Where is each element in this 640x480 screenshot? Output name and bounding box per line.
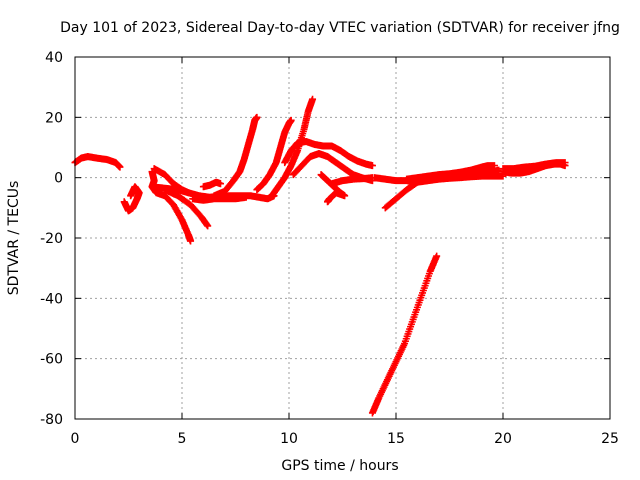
y-tick-label: -20 (40, 231, 63, 247)
data-point-markers (189, 193, 250, 204)
data-point-markers (281, 137, 376, 170)
series-arc11 (268, 95, 317, 200)
axis-ticks (74, 56, 611, 420)
series-arc9 (210, 113, 261, 200)
data-point-markers (368, 252, 441, 417)
data-point-markers (268, 95, 317, 200)
series-arc20 (413, 166, 503, 185)
y-tick-label: 20 (45, 110, 63, 126)
data-point-markers (210, 113, 261, 200)
y-tick-label: 40 (45, 50, 63, 66)
x-axis-tick-labels: 0 5 10 15 20 25 (71, 431, 619, 447)
data-point-markers (199, 178, 225, 191)
grid (75, 57, 610, 419)
data-point-markers (499, 159, 569, 173)
x-tick-label: 15 (387, 431, 405, 447)
y-axis-tick-labels: -80 -60 -40 -20 0 20 40 (40, 50, 63, 428)
series-arc7 (189, 193, 250, 204)
x-axis-label: GPS time / hours (281, 458, 398, 474)
data-point-markers (328, 174, 376, 188)
data-point-markers (413, 166, 503, 185)
y-tick-label: 0 (54, 171, 63, 187)
series-arc15 (328, 174, 376, 188)
y-tick-label: -80 (40, 412, 63, 428)
data-point-markers (120, 183, 143, 215)
y-axis-label: SDTVAR / TECUs (6, 181, 22, 296)
series-arc6 (150, 165, 192, 197)
series-arc8 (199, 178, 225, 191)
x-tick-label: 5 (178, 431, 187, 447)
series-arc10 (253, 116, 295, 194)
x-tick-label: 10 (280, 431, 298, 447)
data-point-markers (150, 165, 192, 197)
y-tick-label: -60 (40, 352, 63, 368)
series-arc22 (499, 159, 569, 173)
data-point-markers (161, 186, 212, 230)
y-tick-label: -40 (40, 291, 63, 307)
series-arc5 (161, 186, 212, 230)
x-tick-label: 20 (494, 431, 512, 447)
data-point-markers (253, 116, 295, 194)
series-arc12 (281, 137, 376, 170)
series-arc2 (120, 183, 143, 215)
chart-title: Day 101 of 2023, Sidereal Day-to-day VTE… (60, 20, 620, 36)
x-tick-label: 0 (71, 431, 80, 447)
series-arc16 (368, 252, 441, 417)
data-series (71, 95, 569, 417)
x-tick-label: 25 (601, 431, 619, 447)
